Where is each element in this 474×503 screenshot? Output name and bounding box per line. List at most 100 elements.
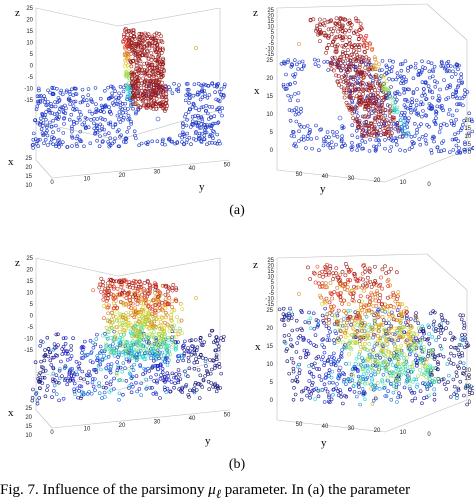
plot-b-left-point-459 <box>194 358 197 361</box>
plot-a-right-point-183 <box>298 130 301 133</box>
plot-a-left-point-74 <box>46 134 49 137</box>
plot-a-left-point-364 <box>198 109 201 112</box>
plot-b-right-point-1074 <box>370 285 373 288</box>
plot-b-right-point-344 <box>309 327 312 330</box>
plot-b-right-point-645 <box>319 296 322 299</box>
plot-b-right-point-60 <box>308 311 311 314</box>
plot-b-right-point-1167 <box>369 360 372 363</box>
plot-a-right-point-973 <box>362 92 365 95</box>
plot-a-right-x-tick-2: 15 <box>266 94 273 100</box>
plot-a-right-point-409 <box>453 133 456 136</box>
plot-a-right-point-344 <box>463 141 466 144</box>
plot-b-right-point-685 <box>416 333 419 336</box>
plot-a-right-point-310 <box>420 115 423 118</box>
plot-b-right-point-596 <box>341 402 344 405</box>
plot-b-left-point-1170 <box>194 296 197 299</box>
plot-a-right-point-347 <box>428 70 431 73</box>
plot-a-left-point-544 <box>52 131 55 134</box>
plot-b-right-y-tick-2: 30 <box>348 426 355 432</box>
plot-b-left-point-397 <box>91 341 94 344</box>
plot-b-right-point-941 <box>318 294 321 297</box>
plot-a-right-point-384 <box>395 143 398 146</box>
plot-a-right-point-156 <box>443 122 446 125</box>
plot-b-left-point-236 <box>83 378 86 381</box>
plot-a-left-point-531 <box>122 140 125 143</box>
plot-b-right-point-23 <box>428 332 431 335</box>
plot-a-right-point-471 <box>391 66 394 69</box>
plot-b-right-point-512 <box>405 315 408 318</box>
plot-b-left-point-562 <box>105 326 108 329</box>
plot-b-right-point-303 <box>312 312 315 315</box>
plot-b-left-point-146 <box>201 356 204 359</box>
plot-b-right-point-329 <box>431 335 434 338</box>
plot-b-left-point-492 <box>61 375 64 378</box>
plot-a-left-z-tick-7: -10 <box>24 87 33 93</box>
plot-b-right-point-153 <box>317 355 320 358</box>
plot-b-right-point-249 <box>308 321 311 324</box>
plot-b-right-point-1234 <box>348 362 351 365</box>
plot-b-left-point-938 <box>112 302 115 305</box>
plot-a-right-point-937 <box>351 112 354 115</box>
plot-a-left-point-340 <box>126 108 129 111</box>
plot-b-right-point-1214 <box>379 294 382 297</box>
plot-b-right-point-241 <box>343 378 346 381</box>
plot-b-left-point-534 <box>102 298 105 301</box>
plot-a-left-point-426 <box>62 131 65 134</box>
plot-b-left-point-392 <box>80 395 83 398</box>
plot-b-right-point-315 <box>462 394 465 397</box>
plot-a-right-point-276 <box>457 131 460 134</box>
plot-a-right-point-1103 <box>338 116 342 120</box>
plot-b-right-point-309 <box>456 394 459 397</box>
plot-b-left-point-854 <box>102 354 105 357</box>
plot-a-right-point-407 <box>403 91 406 94</box>
plot-b-right-point-435 <box>452 378 455 381</box>
plot-b-left-point-501 <box>53 384 56 387</box>
plot-a-left-point-841 <box>164 84 167 87</box>
plot-b-right-point-387 <box>447 374 450 377</box>
plot-b-left-point-265 <box>135 375 138 378</box>
plot-b-right-point-544 <box>397 392 400 395</box>
plot-b-left-point-373 <box>113 377 116 380</box>
plot-a-left-y-tick-1: 10 <box>84 177 91 183</box>
plot-a-right-point-870 <box>333 27 336 30</box>
plot-b-right-point-371 <box>288 372 291 375</box>
plot-a-right-point-734 <box>352 117 355 120</box>
plot-a-right-point-300 <box>327 69 330 72</box>
plot-b-right-point-919 <box>374 325 377 328</box>
plot-b-left-point-26 <box>130 391 133 394</box>
plot-b-left-z-tick-2: 15 <box>26 279 33 285</box>
plot-a-right-point-63 <box>428 125 431 128</box>
plot-b-left-point-379 <box>173 386 176 389</box>
plot-a-right-point-577 <box>326 131 329 134</box>
plot-b-left-z-tick-8: -15 <box>24 348 33 354</box>
plot-a-left-point-217 <box>54 105 57 108</box>
plot-b-right-point-444 <box>323 346 326 349</box>
plot-b-left-point-187 <box>98 392 101 395</box>
plot-a-right-point-580 <box>322 144 325 147</box>
plot-a-left-point-343 <box>55 87 58 90</box>
plot-b-left-point-154 <box>49 359 52 362</box>
plot-a-right-point-509 <box>440 142 443 145</box>
plot-b-right-point-833 <box>321 275 324 278</box>
plot-b-left-point-287 <box>41 382 44 385</box>
plot-b-right-point-205 <box>305 386 308 389</box>
plot-b-left-point-498 <box>219 386 222 389</box>
plot-a-right-point-575 <box>377 123 380 126</box>
plot-a-left-point-1080 <box>156 117 160 121</box>
plot-b-left-point-977 <box>149 357 152 360</box>
plot-b-left-y-tick-0: 0 <box>50 430 54 436</box>
plot-a-left-point-408 <box>71 145 74 148</box>
plot-a-right-point-21 <box>390 145 393 148</box>
plot-b-left-point-920 <box>109 336 112 339</box>
plot-b-right-point-27 <box>338 369 341 372</box>
plot-b-right-point-383 <box>295 350 298 353</box>
plot-b-right-point-951 <box>376 381 379 384</box>
plot-a-right-point-758 <box>318 18 321 21</box>
plot-a-right-point-918 <box>356 33 359 36</box>
plot-b-left-y-tick-1: 10 <box>84 427 91 433</box>
plot-b-right-point-554 <box>313 327 316 330</box>
plot-b-left-point-106 <box>61 353 64 356</box>
plot-a-left-point-105 <box>190 143 193 146</box>
plot-a-right-point-152 <box>392 60 395 63</box>
